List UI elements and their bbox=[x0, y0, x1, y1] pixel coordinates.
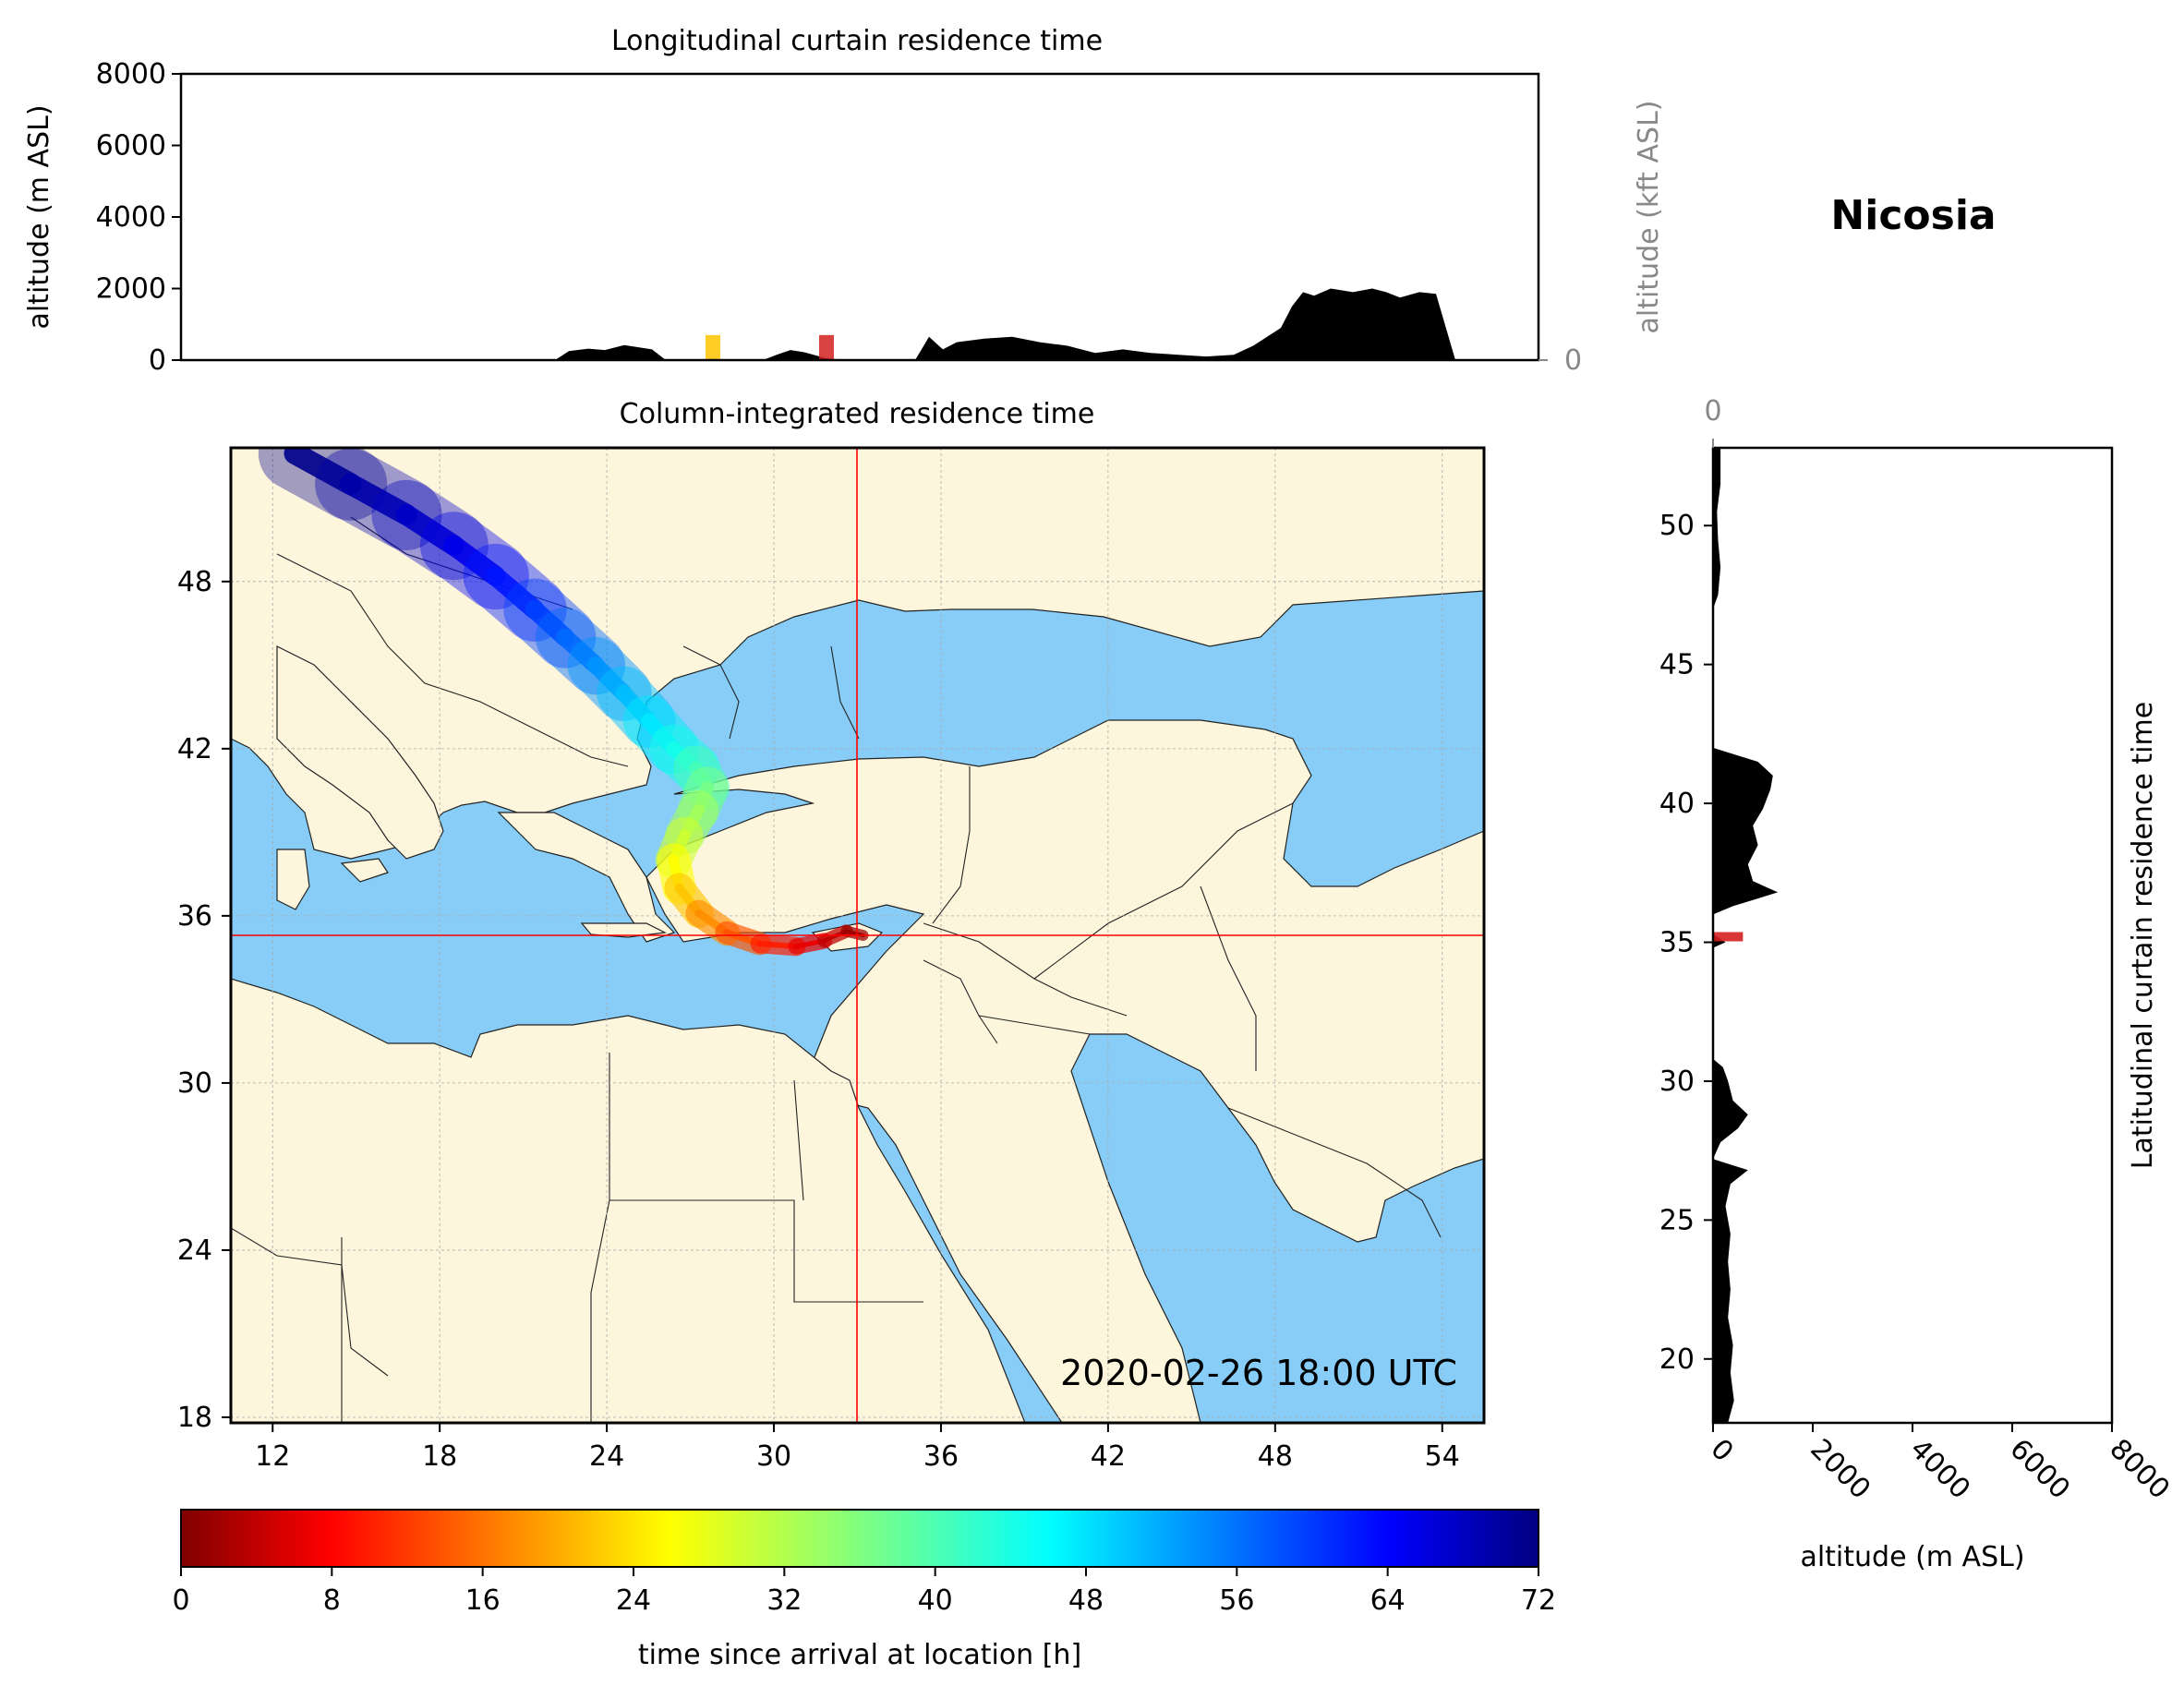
colorbar: 0 8 16 24 32 40 48 56 64 72 time since arrival at… bbox=[172, 1509, 1556, 1671]
side-panel-frame bbox=[1711, 446, 2114, 1425]
trajectory-core bbox=[340, 473, 417, 525]
map-x-tick-label: 36 bbox=[923, 1440, 959, 1473]
land-europe bbox=[231, 448, 1484, 860]
top-left-tick-label: 6000 bbox=[96, 130, 166, 163]
map-x-tick-label: 18 bbox=[422, 1440, 457, 1473]
side-y-tick-label: 20 bbox=[1659, 1343, 1695, 1376]
map-x-tick-label: 12 bbox=[255, 1440, 290, 1473]
top-left-tick-label: 0 bbox=[149, 344, 166, 377]
side-top-tick-label: 0 bbox=[1704, 395, 1721, 428]
map-x-tick-label: 54 bbox=[1425, 1440, 1460, 1473]
side-ylabel: Latitudinal curtain residence time bbox=[2127, 702, 2159, 1169]
land-anatolia-asia bbox=[646, 719, 1484, 1423]
column-integrated-map-panel: Column-integrated residence time bbox=[177, 398, 1486, 1473]
land-greece-turkey bbox=[497, 812, 676, 943]
side-x-tick-label: 4000 bbox=[1903, 1433, 1976, 1506]
map-y-tick-label: 18 bbox=[177, 1402, 212, 1434]
colorbar-tick-label: 32 bbox=[766, 1584, 802, 1617]
side-x-tick-label: 8000 bbox=[2103, 1433, 2176, 1506]
longitudinal-residence-mark bbox=[706, 334, 720, 360]
trajectory-plume bbox=[258, 448, 869, 957]
side-y-tick-label: 30 bbox=[1659, 1066, 1695, 1098]
land-areas bbox=[231, 448, 1484, 1423]
side-y-tick-label: 45 bbox=[1659, 649, 1695, 681]
map-y-tick-label: 24 bbox=[177, 1234, 212, 1267]
longitudinal-residence-mark bbox=[819, 334, 834, 360]
map-x-tick-label: 24 bbox=[589, 1440, 624, 1473]
colorbar-gradient bbox=[180, 1509, 1539, 1568]
colorbar-tick-label: 8 bbox=[323, 1584, 341, 1617]
map-x-tick-label: 48 bbox=[1258, 1440, 1293, 1473]
side-x-tick-label: 2000 bbox=[1804, 1433, 1876, 1506]
side-y-tick-label: 50 bbox=[1659, 510, 1695, 542]
side-x-tick-label: 6000 bbox=[2003, 1433, 2076, 1506]
location-title: Nicosia bbox=[1830, 192, 1996, 239]
side-y-tick-label: 35 bbox=[1659, 927, 1695, 959]
top-right-tick-label: 0 bbox=[1564, 344, 1582, 377]
map-y-tick-label: 48 bbox=[177, 566, 212, 598]
colorbar-tick-label: 72 bbox=[1521, 1584, 1556, 1617]
latitudinal-terrain-profile bbox=[1713, 448, 1779, 1423]
timestamp-label: 2020-02-26 18:00 UTC bbox=[1060, 1353, 1457, 1393]
colorbar-tick-label: 48 bbox=[1068, 1584, 1104, 1617]
map-y-tick-label: 42 bbox=[177, 733, 212, 765]
side-y-tick-label: 25 bbox=[1659, 1204, 1695, 1236]
land-sardinia bbox=[276, 849, 310, 910]
longitudinal-curtain-panel: Longitudinal curtain residence time 0 200… bbox=[23, 25, 1665, 377]
land-italy-balkans bbox=[276, 645, 444, 860]
map-y-tick-label: 36 bbox=[177, 900, 212, 933]
top-left-tick-label: 8000 bbox=[96, 58, 166, 90]
colorbar-tick-label: 64 bbox=[1370, 1584, 1406, 1617]
land-sicily bbox=[340, 858, 389, 883]
colorbar-tick-label: 0 bbox=[172, 1584, 189, 1617]
latitudinal-residence-mark bbox=[1713, 932, 1744, 942]
colorbar-tick-label: 24 bbox=[616, 1584, 651, 1617]
map-x-tick-label: 42 bbox=[1091, 1440, 1126, 1473]
side-y-tick-label: 40 bbox=[1659, 788, 1695, 820]
top-ylabel-left: altitude (m ASL) bbox=[23, 104, 55, 329]
longitudinal-terrain-profile bbox=[181, 288, 1538, 360]
top-ylabel-right: altitude (kft ASL) bbox=[1633, 100, 1665, 333]
top-panel-title: Longitudinal curtain residence time bbox=[611, 25, 1103, 57]
map-panel-title: Column-integrated residence time bbox=[620, 398, 1095, 430]
map-frame bbox=[229, 446, 1486, 1425]
colorbar-tick-label: 16 bbox=[465, 1584, 501, 1617]
colorbar-tick-label: 56 bbox=[1219, 1584, 1254, 1617]
top-left-tick-label: 2000 bbox=[96, 273, 166, 306]
map-x-tick-label: 30 bbox=[756, 1440, 791, 1473]
colorbar-tick-label: 40 bbox=[918, 1584, 953, 1617]
map-y-tick-label: 30 bbox=[177, 1067, 212, 1100]
side-x-tick-label: 0 bbox=[1704, 1433, 1739, 1468]
top-left-tick-label: 4000 bbox=[96, 201, 166, 234]
side-xlabel: altitude (m ASL) bbox=[1800, 1541, 2024, 1573]
colorbar-label: time since arrival at location [h] bbox=[638, 1639, 1081, 1671]
